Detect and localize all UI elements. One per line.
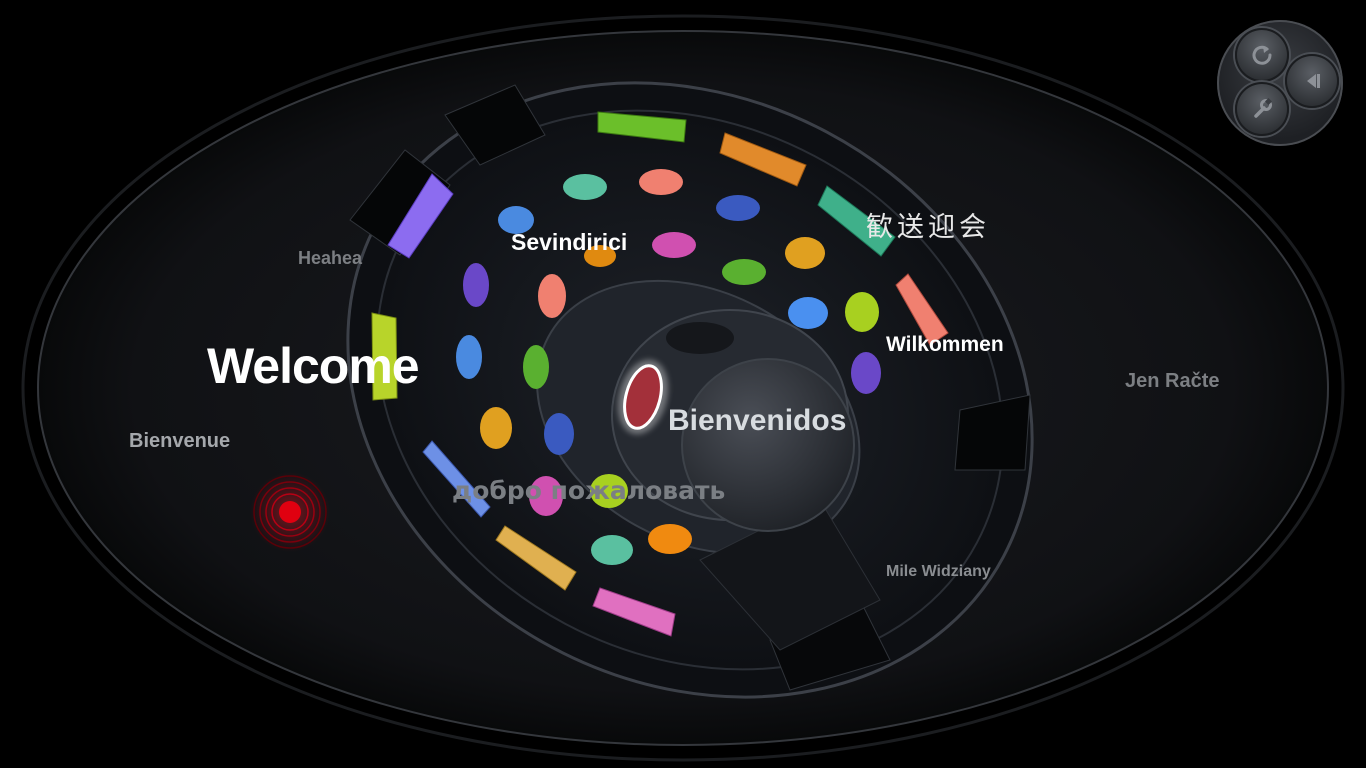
ring-sector <box>349 149 451 256</box>
tile-blue[interactable] <box>422 440 491 518</box>
greeting-welcome[interactable]: Welcome <box>207 338 420 394</box>
token[interactable] <box>584 245 616 267</box>
token[interactable] <box>652 232 696 258</box>
token[interactable] <box>529 476 563 516</box>
token[interactable] <box>538 274 566 318</box>
tile-yellow[interactable] <box>495 525 577 591</box>
inner-tokens <box>456 169 881 565</box>
refresh-button[interactable] <box>1235 28 1289 82</box>
token[interactable] <box>544 413 574 455</box>
selected-token[interactable] <box>618 362 667 433</box>
control-cluster <box>1217 20 1343 146</box>
tile-green[interactable] <box>597 111 687 143</box>
tile-orange[interactable] <box>719 132 807 187</box>
hub-sphere <box>681 358 855 532</box>
greeting-jen-racte[interactable]: Jen Račte <box>1125 370 1220 392</box>
refresh-icon <box>1252 45 1272 65</box>
token[interactable] <box>563 174 607 200</box>
token[interactable] <box>480 407 512 449</box>
tile-salmon[interactable] <box>895 273 949 346</box>
ring-sector <box>444 84 546 166</box>
token[interactable] <box>845 292 879 332</box>
tile-purple[interactable] <box>387 173 454 259</box>
settings-button[interactable] <box>1235 82 1289 136</box>
greeting-bienvenue[interactable]: Bienvenue <box>129 430 231 452</box>
outer-tiles <box>371 111 949 637</box>
greeting-dobro-pozhalovat[interactable]: добро пожаловать <box>452 476 726 505</box>
token[interactable] <box>722 259 766 285</box>
token[interactable] <box>463 263 489 307</box>
greeting-wilkommen[interactable]: Wilkommen <box>886 333 1004 356</box>
skip-back-button[interactable] <box>1285 54 1339 108</box>
wrench-icon <box>1254 97 1273 118</box>
hub-cap <box>666 322 734 354</box>
token[interactable] <box>591 535 633 565</box>
token[interactable] <box>851 352 881 394</box>
token[interactable] <box>498 206 534 234</box>
token[interactable] <box>788 297 828 329</box>
token[interactable] <box>523 345 549 389</box>
skip-back-icon <box>1307 74 1320 88</box>
greeting-mile-widziany[interactable]: Mile Widziany <box>886 563 991 580</box>
token[interactable] <box>785 237 825 269</box>
token[interactable] <box>648 524 692 554</box>
ring-sector <box>954 394 1031 471</box>
greeting-kanji[interactable]: 歓送迎会 <box>866 212 990 243</box>
outer-orbit <box>21 14 1345 762</box>
greeting-sevindirici[interactable]: Sevindirici <box>511 229 628 255</box>
greeting-heahea[interactable]: Heahea <box>298 248 363 268</box>
token[interactable] <box>716 195 760 221</box>
token[interactable] <box>590 474 628 508</box>
tile-teal[interactable] <box>817 185 896 257</box>
greeting-bienvenidos[interactable]: Bienvenidos <box>668 404 847 437</box>
tile-pink[interactable] <box>592 587 676 637</box>
target-indicator[interactable] <box>250 472 330 552</box>
token[interactable] <box>639 169 683 195</box>
token[interactable] <box>456 335 482 379</box>
tile-lime[interactable] <box>371 312 398 401</box>
